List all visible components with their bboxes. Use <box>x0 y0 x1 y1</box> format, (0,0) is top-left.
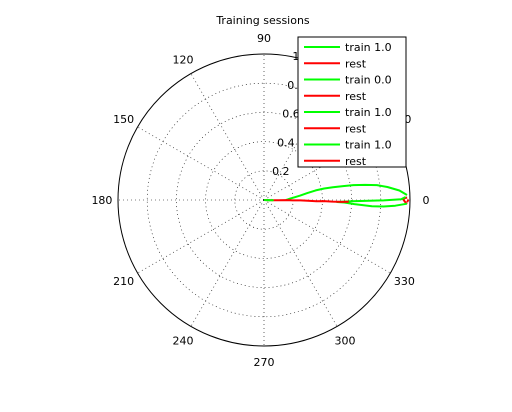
chart-title: Training sessions <box>215 14 310 27</box>
angle-tick-label: 240 <box>172 334 193 347</box>
angle-tick-label: 330 <box>394 275 415 288</box>
angle-tick-label: 90 <box>257 32 271 45</box>
r-tick-label: 1 <box>292 50 299 63</box>
r-grid-circle <box>176 112 352 288</box>
series-line <box>406 199 410 203</box>
legend-entry: train 1.0 <box>345 41 392 54</box>
angle-grid-spoke <box>190 73 265 201</box>
angle-tick-label: 270 <box>254 356 275 369</box>
r-tick-label: 0.2 <box>272 165 290 178</box>
series-line <box>285 183 408 201</box>
angle-tick-label: 120 <box>172 54 193 67</box>
legend-entry: rest <box>345 57 367 70</box>
angle-grid-spoke <box>263 199 391 274</box>
r-tick-label: 0.6 <box>282 108 300 121</box>
angle-grid-spoke <box>137 126 265 201</box>
angle-tick-label: 150 <box>113 113 134 126</box>
r-tick-label: 0.4 <box>277 136 295 149</box>
legend-entry: train 0.0 <box>345 74 392 87</box>
legend-entry: rest <box>345 155 367 168</box>
legend-entry: train 1.0 <box>345 139 392 152</box>
angle-grid-spoke <box>263 199 338 327</box>
r-grid-circle <box>205 141 323 259</box>
legend-entry: rest <box>345 122 367 135</box>
angle-grid-spoke <box>137 199 265 274</box>
legend: train 1.0 rest train 0.0 rest train 1.0 rest t… <box>297 36 407 168</box>
angle-grid-spoke <box>190 199 265 327</box>
angle-tick-label: 210 <box>113 275 134 288</box>
angle-tick-label: 0 <box>423 194 430 207</box>
legend-entry: rest <box>345 90 367 103</box>
angle-tick-label: 300 <box>335 334 356 347</box>
legend-entry: train 1.0 <box>345 106 392 119</box>
angle-tick-label: 180 <box>91 194 112 207</box>
